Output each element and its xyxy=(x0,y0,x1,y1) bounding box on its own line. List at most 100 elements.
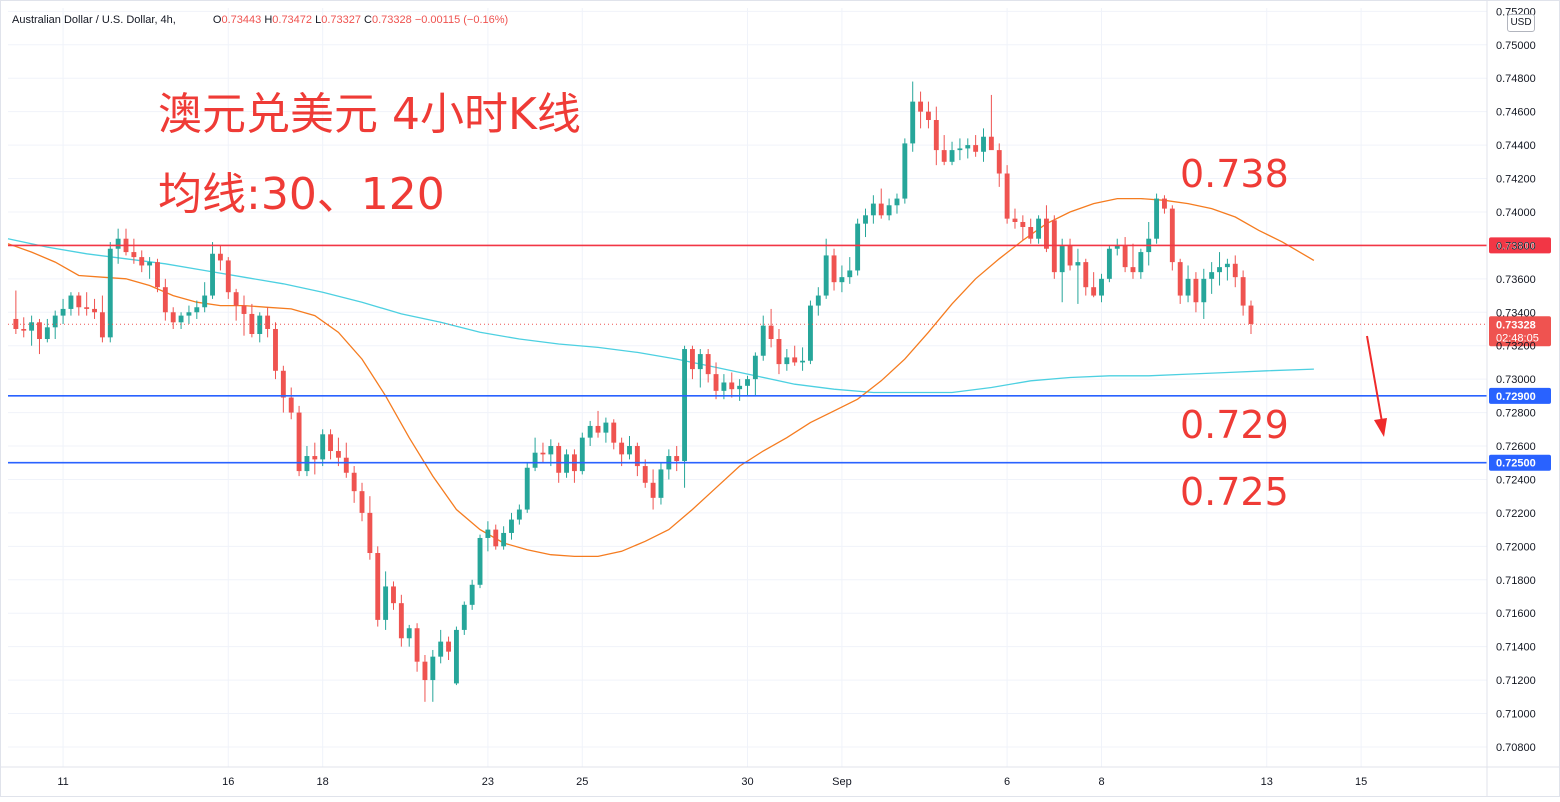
last-price-label: 0.73328 xyxy=(1496,319,1536,331)
candles-group xyxy=(13,81,1254,702)
candle-up xyxy=(477,534,483,589)
candle-body xyxy=(217,253,223,261)
candle-down xyxy=(674,446,680,472)
candle-up xyxy=(697,349,703,388)
candle-down xyxy=(92,298,97,319)
candle-body xyxy=(155,262,160,288)
candle-body xyxy=(343,457,349,473)
y-tick-label: 0.74200 xyxy=(1496,174,1536,186)
close-label: C xyxy=(364,14,372,26)
currency-badge[interactable]: USD xyxy=(1507,14,1535,32)
y-tick-label: 0.71800 xyxy=(1496,575,1536,587)
candle-body xyxy=(312,456,318,460)
candle-body xyxy=(1162,198,1167,209)
candle-body xyxy=(1232,263,1238,278)
candle-down xyxy=(926,101,931,129)
x-tick-label: 25 xyxy=(576,776,588,788)
candle-body xyxy=(847,270,853,278)
candle-up xyxy=(1099,273,1104,303)
y-tick-label: 0.72000 xyxy=(1496,541,1536,553)
low-label: L xyxy=(315,14,322,26)
candle-up xyxy=(682,345,688,488)
support-1-price-tag xyxy=(1489,387,1551,404)
candle-body xyxy=(595,425,601,433)
candle-up xyxy=(501,526,507,550)
candle-up xyxy=(752,352,758,396)
candle-down xyxy=(1091,272,1097,298)
candle-up xyxy=(1185,265,1191,303)
candle-body xyxy=(634,446,640,467)
candle-body xyxy=(1099,278,1104,296)
candle-body xyxy=(351,472,357,492)
y-tick-label: 0.72600 xyxy=(1496,441,1536,453)
candle-down xyxy=(1240,270,1246,316)
candle-down xyxy=(21,317,27,338)
y-tick-label: 0.73000 xyxy=(1496,374,1536,386)
candle-up xyxy=(603,417,609,443)
y-tick-label: 0.71200 xyxy=(1496,675,1536,687)
candle-body xyxy=(540,452,546,455)
candle-down xyxy=(540,442,546,463)
candle-body xyxy=(823,255,829,296)
candle-down xyxy=(328,429,333,460)
candle-body xyxy=(745,379,750,386)
candle-down xyxy=(288,387,294,420)
candle-body xyxy=(878,203,884,216)
candle-body xyxy=(579,437,585,472)
candle-up xyxy=(516,504,522,525)
y-tick-label: 0.74400 xyxy=(1496,140,1536,152)
candle-up xyxy=(1138,248,1144,279)
candle-body xyxy=(784,357,790,365)
x-tick-label: 11 xyxy=(57,776,68,788)
close-value: 0.73328 xyxy=(372,14,412,26)
candle-down xyxy=(705,349,711,383)
candle-down xyxy=(139,250,145,273)
candle-body xyxy=(1114,245,1120,249)
candle-up xyxy=(194,300,200,319)
candle-body xyxy=(807,305,813,361)
candle-body xyxy=(1067,245,1073,266)
candle-up xyxy=(894,193,900,214)
candle-up xyxy=(52,310,58,340)
candle-down xyxy=(312,442,318,475)
candle-body xyxy=(658,469,664,498)
candle-down xyxy=(280,365,286,413)
candle-down xyxy=(99,295,105,343)
candle-body xyxy=(1012,218,1018,222)
candle-down xyxy=(1232,255,1238,288)
candle-body xyxy=(768,325,774,340)
candle-up xyxy=(115,228,121,264)
candle-up xyxy=(548,439,554,467)
candle-body xyxy=(501,532,507,547)
candle-body xyxy=(957,148,963,151)
candle-up xyxy=(745,375,750,396)
y-tick-label: 0.74000 xyxy=(1496,207,1536,219)
candle-up xyxy=(438,629,444,664)
candle-up xyxy=(147,257,153,279)
candle-body xyxy=(524,467,530,510)
candle-down xyxy=(595,410,601,438)
candle-down xyxy=(1004,165,1010,224)
support-2-price-tag xyxy=(1489,454,1551,471)
candle-body xyxy=(328,434,333,452)
candle-body xyxy=(870,203,876,216)
forecast-arrow-shaft xyxy=(1366,335,1383,423)
candle-down xyxy=(1083,258,1089,296)
candle-down xyxy=(343,442,349,478)
candle-body xyxy=(1177,262,1183,296)
chart-legend: Australian Dollar / U.S. Dollar, 4h, O0.… xyxy=(12,14,508,26)
candle-up xyxy=(186,305,192,324)
candle-body xyxy=(210,253,215,296)
x-tick-label: Sep xyxy=(832,776,852,788)
candle-down xyxy=(249,303,255,338)
candle-body xyxy=(139,257,145,266)
resistance-price-tag-label: 0.73800 xyxy=(1496,240,1536,252)
candle-body xyxy=(375,553,381,620)
candle-down xyxy=(776,328,782,375)
candle-down xyxy=(241,295,247,336)
candle-body xyxy=(162,287,168,313)
candle-body xyxy=(430,656,436,681)
candle-up xyxy=(587,420,593,447)
